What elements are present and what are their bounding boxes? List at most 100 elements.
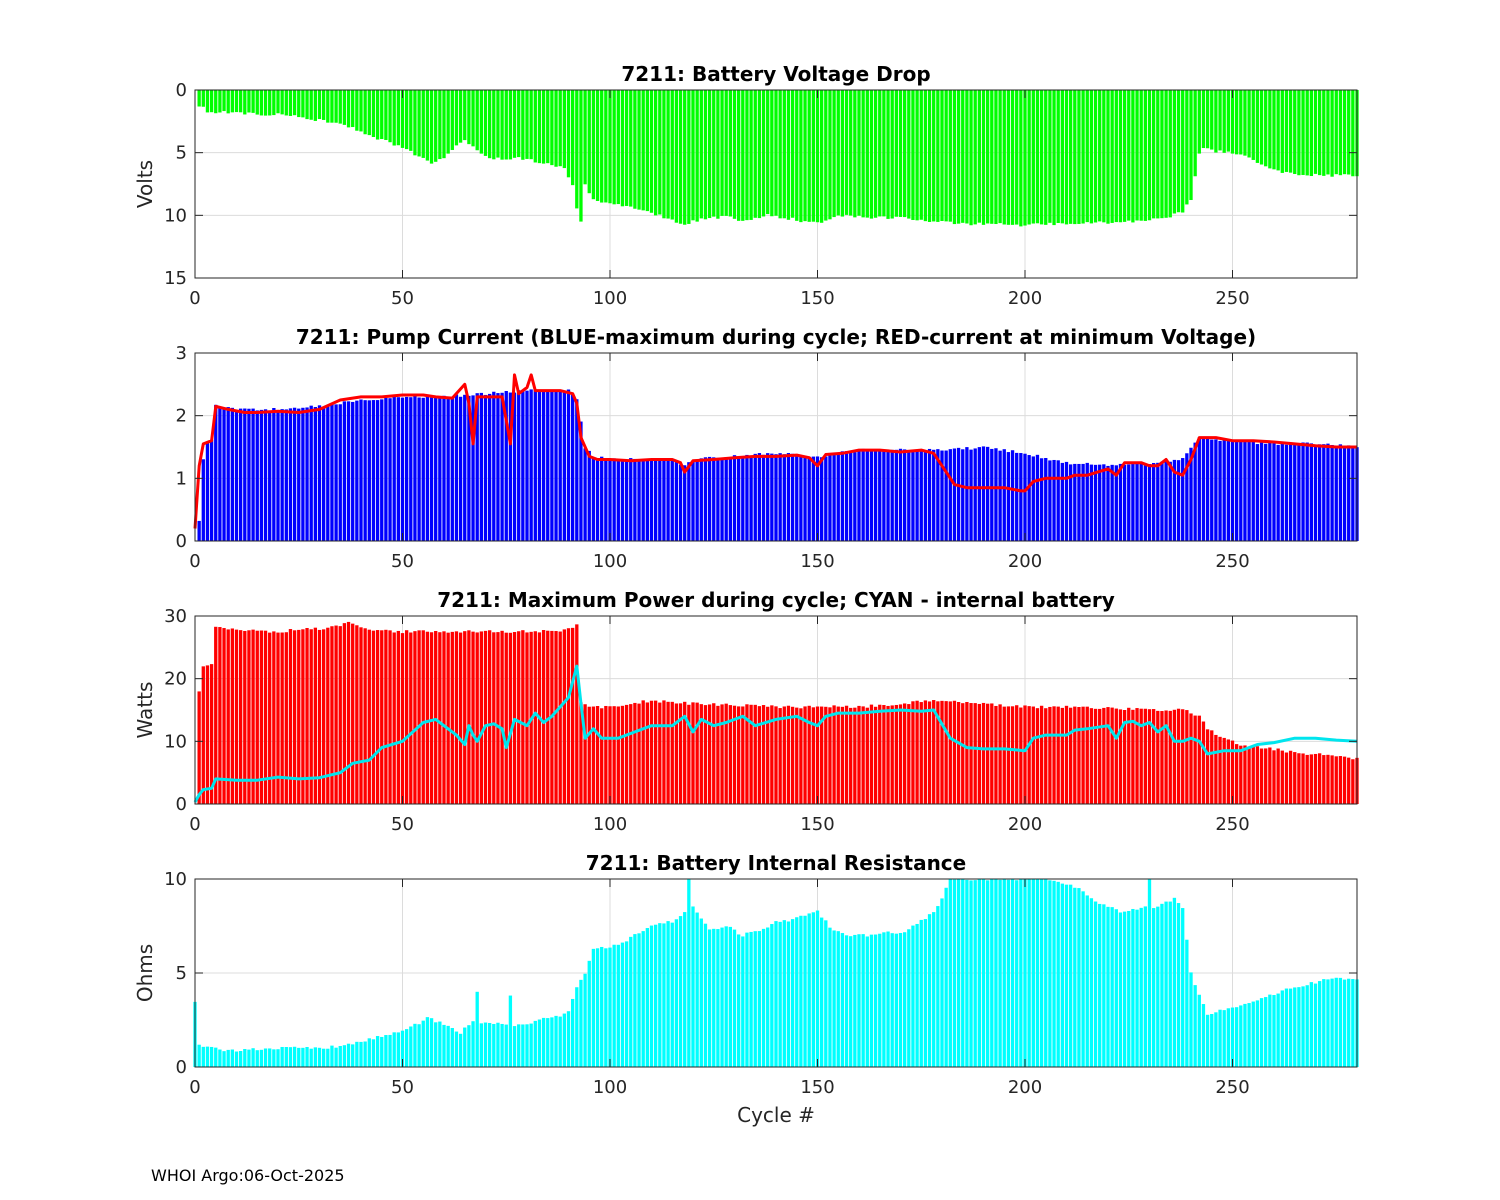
voltage-bar (209, 90, 214, 113)
resistance-bar (326, 1048, 330, 1067)
resistance-bar (902, 932, 907, 1067)
pump-bar (720, 458, 724, 541)
power-bar (670, 701, 674, 804)
power-bar (338, 626, 342, 804)
resistance-bar (786, 921, 791, 1067)
power-bar (272, 631, 276, 804)
power-bar (1189, 713, 1193, 804)
x-tick-label: 250 (1215, 814, 1249, 835)
pump-bar (392, 396, 396, 541)
voltage-bar (425, 90, 430, 161)
pump-bar (927, 448, 932, 541)
voltage-bar (1077, 90, 1081, 224)
power-bar (1102, 707, 1106, 804)
resistance-bar (1023, 879, 1027, 1067)
voltage-bar (1068, 90, 1073, 224)
voltage-bar (566, 90, 571, 178)
x-tick-label: 150 (800, 551, 834, 572)
resistance-bar (894, 933, 899, 1067)
resistance-bar (985, 880, 990, 1067)
voltage-bar (1118, 90, 1123, 223)
pump-bar (1280, 442, 1284, 541)
pump-bar (259, 409, 264, 541)
voltage-bar (799, 90, 803, 223)
voltage-bar (218, 90, 222, 113)
pump-bar (898, 448, 903, 541)
resistance-bar (724, 926, 728, 1067)
voltage-bar (757, 90, 762, 219)
power-bar (384, 629, 388, 804)
pump-bar (712, 457, 716, 541)
power-bar (492, 632, 496, 804)
pump-bar (1085, 462, 1089, 541)
power-bar (1317, 753, 1322, 804)
power-series-line (193, 664, 1358, 803)
pump-bar (811, 456, 816, 541)
resistance-bar (380, 1036, 384, 1067)
chart-title: 7211: Pump Current (BLUE-maximum during … (296, 325, 1256, 349)
power-bar (351, 623, 355, 804)
chart-resistance: 0 50 100 150 200 250 0 5 10 7211: Battery Interna… (133, 851, 1359, 1127)
voltage-bar (998, 90, 1002, 224)
voltage-bar (902, 90, 907, 218)
pump-bar (330, 404, 334, 541)
resistance-bar (1002, 879, 1006, 1067)
power-bar (1288, 750, 1293, 804)
power-bar (1247, 746, 1251, 804)
pump-bar (508, 392, 513, 541)
pump-bar (587, 450, 591, 541)
pump-bar (836, 452, 840, 541)
power-bar (570, 627, 575, 804)
power-bar (533, 631, 537, 804)
voltage-bar (965, 90, 969, 224)
voltage-bar (487, 90, 492, 159)
voltage-bar (774, 90, 778, 216)
resistance-bar (292, 1046, 297, 1067)
resistance-bar (1114, 909, 1118, 1067)
pump-bar (907, 450, 911, 541)
resistance-bar (504, 1024, 508, 1067)
pump-bar (1284, 444, 1289, 541)
pump-bar (1334, 445, 1338, 541)
pump-bar (998, 450, 1002, 541)
voltage-bar (932, 90, 936, 222)
voltage-bar (695, 90, 699, 222)
voltage-bar (1205, 90, 1210, 149)
power-bar (434, 631, 438, 804)
power-bar (1168, 710, 1172, 804)
pump-bar (280, 409, 284, 541)
power-bar (981, 702, 986, 804)
resistance-bar (840, 933, 845, 1067)
resistance-bar (799, 915, 803, 1067)
power-bar (600, 708, 604, 804)
resistance-bar (653, 924, 658, 1067)
resistance-bar (741, 936, 745, 1067)
power-bar (1039, 705, 1044, 804)
voltage-bar (400, 90, 405, 148)
voltage-bar (326, 90, 330, 123)
voltage-bar (1151, 90, 1156, 219)
resistance-bar (421, 1020, 425, 1067)
resistance-bar (1189, 972, 1193, 1067)
resistance-bar (471, 1021, 475, 1067)
power-bar (1147, 709, 1152, 804)
voltage-bar (1089, 90, 1094, 224)
voltage-bar (496, 90, 500, 158)
power-bar (616, 706, 620, 804)
resistance-bar (753, 931, 757, 1067)
axes-box (194, 352, 1358, 542)
y-axis-label: Volts (133, 160, 157, 208)
voltage-bar (570, 90, 575, 186)
power-bar (483, 630, 488, 804)
pump-bar (463, 394, 467, 541)
resistance-bar (886, 931, 890, 1067)
pump-bar (790, 453, 795, 541)
voltage-bar (546, 90, 550, 164)
resistance-bar (998, 879, 1002, 1067)
resistance-bar (1293, 987, 1297, 1067)
pump-bar (973, 448, 977, 541)
voltage-bar (384, 90, 388, 140)
resistance-bar (1334, 977, 1338, 1067)
voltage-bar (338, 90, 342, 124)
voltage-bar (388, 90, 392, 143)
